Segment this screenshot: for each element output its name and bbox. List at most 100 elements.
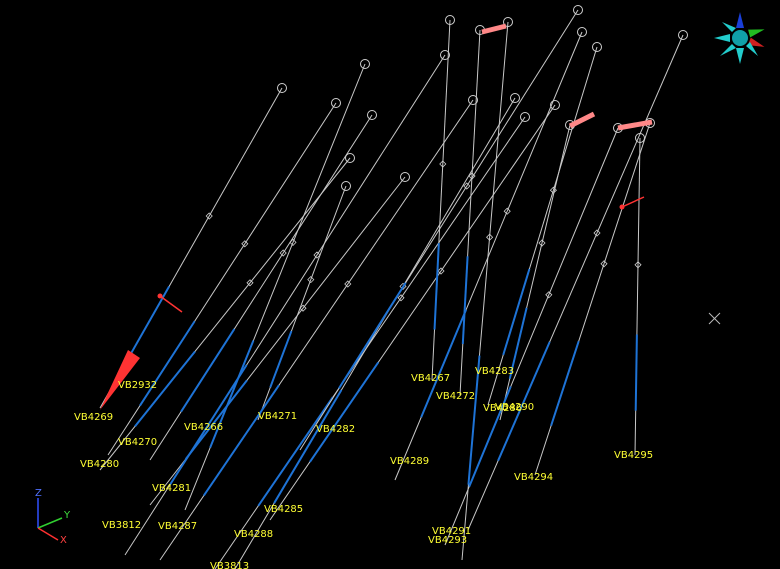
assay-interval [420,309,467,418]
survey-marker-icon [463,182,471,190]
hole-label: VB4294 [514,472,553,483]
hole-label: VB3813 [210,561,249,569]
assay-interval [269,330,293,388]
assay-interval [550,340,580,427]
drillhole-VB3813[interactable] [214,112,530,569]
assay-interval [338,282,407,389]
hole-label: VB4290 [495,402,534,413]
hole-label: VB4282 [316,424,355,435]
collar-icon[interactable] [635,133,645,143]
drillhole-VB4286[interactable] [487,42,602,406]
collar-icon[interactable] [510,93,520,103]
collar-icon[interactable] [345,153,355,163]
drillhole-VB4285[interactable] [269,100,560,521]
assay-interval [134,350,196,427]
assay-interval [433,243,440,330]
survey-marker-icon [344,280,352,288]
assay-interval [508,307,528,379]
assay-interval [468,386,512,488]
drillhole-VB4293[interactable] [444,123,623,546]
assay-interval [467,355,481,485]
hole-label: VB4271 [258,411,297,422]
view-cube-icon[interactable] [714,12,766,64]
axis-y-label: Y [63,510,71,521]
collar-icon[interactable] [503,17,513,27]
survey-marker-icon [634,261,642,269]
drillhole-VB4280[interactable] [99,153,355,471]
drillhole-labels: VB2932 VB4269 VB4270 VB4280 VB4266 VB4271 VB42… [74,366,653,569]
hole-label: VB4288 [234,529,273,540]
drillhole-VB4289[interactable] [394,27,587,481]
assay-interval [202,384,280,497]
assay-interval [257,396,334,507]
collar-icon[interactable] [592,42,602,52]
survey-marker-icon [545,291,553,299]
assay-interval [461,256,469,344]
survey-marker-icon [437,267,445,275]
collar-icon[interactable] [550,100,560,110]
collar-icon[interactable] [360,59,370,69]
drillhole-VB4266[interactable] [184,59,370,511]
hole-label: VB3812 [102,520,141,531]
assay-interval [497,341,551,462]
collar-icon[interactable] [341,181,351,191]
assay-interval [634,334,638,411]
drillhole-VB3812[interactable] [124,50,450,556]
hole-label: VB4272 [436,391,475,402]
pivot-cross-icon[interactable] [708,312,721,325]
axis-x-label: X [60,535,67,546]
survey-marker-icon [307,276,315,284]
survey-marker-icon [439,160,447,168]
drillhole-VB4270[interactable] [149,110,377,461]
drillhole-VB4295[interactable] [634,133,645,456]
drillhole-VB4271[interactable] [257,181,351,421]
hole-label: VB4291 [432,526,471,537]
drillhole-VB4287[interactable] [159,95,478,561]
assay-interval [124,285,171,364]
assay-interval [209,340,255,448]
highlight-markers [100,23,653,410]
drillhole-VB4269[interactable] [107,98,341,456]
hole-label: VB4289 [390,456,429,467]
survey-marker-icon [600,260,608,268]
drillhole-VB4294[interactable] [534,118,655,476]
hole-label: VB4287 [158,521,197,532]
survey-marker-icon [313,251,321,259]
hole-label: VB4266 [184,422,223,433]
collar-icon[interactable] [440,50,450,60]
drillhole-VB4272[interactable] [459,25,485,396]
survey-marker-icon [503,207,511,215]
axes-triad: Z Y X [35,488,71,546]
survey-marker-icon [538,239,546,247]
assay-interval [273,389,343,504]
drillhole-traces [99,5,688,569]
collar-icon[interactable] [445,15,455,25]
collar-icon[interactable] [277,83,287,93]
collar-icon[interactable] [400,172,410,182]
hole-label: VB4270 [118,437,157,448]
hole-label: VB4286 [483,403,522,414]
drillhole-VB4288[interactable] [234,93,520,569]
collar-icon[interactable] [367,110,377,120]
collar-icon[interactable] [678,30,688,40]
assay-interval [180,328,236,413]
drillhole-VB4291[interactable] [467,30,688,531]
survey-marker-icon [246,279,254,287]
collar-icon[interactable] [573,5,583,15]
drillhole-VB4267[interactable] [431,15,455,381]
drillhole-VB4283[interactable] [461,17,513,561]
assay-interval [139,320,196,407]
collar-icon[interactable] [577,27,587,37]
hole-label: VB4285 [264,504,303,515]
drillhole-VB4290[interactable] [499,120,575,421]
collar-icon[interactable] [331,98,341,108]
hole-label: VB4269 [74,412,113,423]
selected-interval-icon [100,350,140,410]
collar-icon[interactable] [520,112,530,122]
survey-marker-icon [593,229,601,237]
survey-marker-icon [299,304,307,312]
survey-marker-icon [486,233,494,241]
collar-icon[interactable] [468,95,478,105]
